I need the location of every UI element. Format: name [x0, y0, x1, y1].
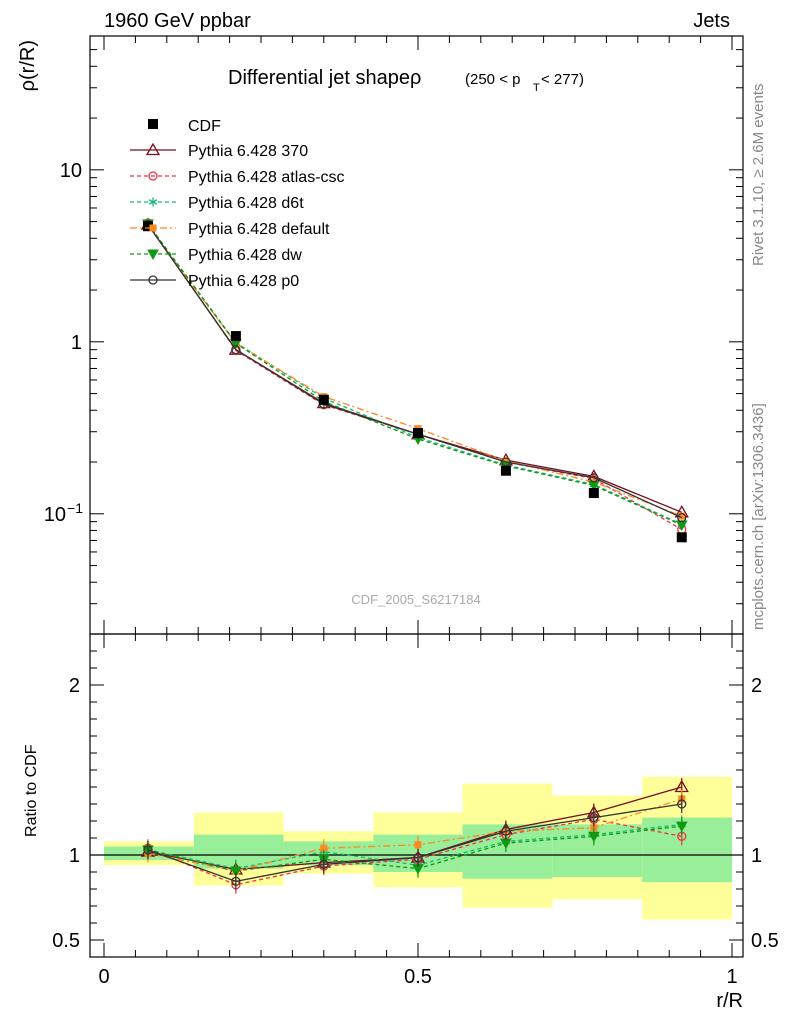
series-point-3: [678, 512, 686, 520]
legend-label-1: Pythia 6.428 atlas-csc: [188, 169, 345, 186]
y-tick-label: 10: [44, 504, 66, 526]
stat-band: [642, 817, 732, 883]
x-tick-label: 0.5: [404, 966, 432, 988]
plot-title-cut: (250 < p: [465, 71, 520, 88]
legend-label-4: Pythia 6.428 dw: [188, 247, 302, 264]
ratio-point-5: [319, 859, 329, 869]
data-point: [142, 221, 153, 232]
ratio-point-5: [677, 799, 687, 809]
energy-label: 1960 GeV ppbar: [104, 10, 251, 32]
legend-marker-cdf: [148, 119, 158, 129]
legend-label-5: Pythia 6.428 p0: [188, 273, 299, 290]
ratio-plot-frame: [89, 633, 744, 958]
data-point: [588, 488, 599, 499]
ratio-y-tick-label: 1: [69, 845, 80, 867]
ratio-point-4: [587, 831, 600, 843]
series-line-0: [147, 224, 683, 513]
data-point: [413, 427, 423, 438]
series-point-5: [231, 345, 241, 355]
stat-band: [283, 841, 374, 866]
legend-marker-4: [147, 249, 159, 261]
series-line-5: [147, 224, 683, 519]
plot-title-cut-end: < 277): [541, 71, 584, 88]
series-line-3: [147, 225, 682, 517]
y-axis-label: ρ(r/R): [17, 40, 39, 91]
x-axis-label: r/R: [716, 990, 743, 1012]
series-point-3: [502, 457, 510, 465]
y-tick-label-exponent: −1: [67, 500, 83, 516]
series-point-5: [501, 457, 511, 467]
data-point: [318, 394, 329, 405]
rivet-label: Rivet 3.1.10, ≥ 2.6M events: [750, 84, 767, 267]
legend-marker-2: [148, 197, 158, 207]
legend-label-2: Pythia 6.428 d6t: [188, 195, 304, 212]
data-point: [500, 465, 511, 476]
data-point: [676, 532, 687, 543]
analysis-id: CDF_2005_S6217184: [351, 592, 480, 607]
legend-marker-5: [148, 275, 158, 285]
legend-marker-1: [148, 171, 158, 181]
plot-title: Differential jet shapeρ: [228, 67, 421, 89]
legend-label-3: Pythia 6.428 default: [188, 221, 330, 238]
ratio-point-4: [675, 821, 688, 833]
ratio-point-5: [501, 826, 511, 836]
ratio-y-tick-label-right: 1: [751, 845, 762, 867]
ratio-y-tick-label-right: 2: [751, 675, 762, 697]
legend-label-0: Pythia 6.428 370: [188, 143, 308, 160]
series-point-5: [589, 473, 599, 483]
ratio-point-4: [230, 866, 242, 878]
ratio-point-3: [320, 844, 328, 852]
plot-title-cut-sub: T: [533, 82, 540, 94]
ratio-y-tick-label: 2: [69, 675, 80, 697]
x-tick-label: 1: [726, 966, 737, 988]
source-label: mcplots.cern.ch [arXiv:1306.3436]: [750, 403, 767, 630]
ratio-point-3: [414, 841, 422, 849]
series-point-5: [677, 512, 687, 523]
x-tick-label: 0: [98, 966, 109, 988]
ratio-point-5: [231, 876, 241, 886]
ratio-y-tick-label: 0.5: [52, 930, 80, 952]
ratio-point-5: [413, 852, 423, 863]
y-tick-label: 1: [71, 332, 82, 354]
ratio-y-axis-label: Ratio to CDF: [23, 744, 40, 837]
ratio-y-tick-label-right: 0.5: [751, 930, 779, 952]
process-label: Jets: [693, 10, 730, 32]
ratio-point-5: [143, 845, 153, 855]
series-line-1: [147, 222, 683, 531]
legend-label-cdf: CDF: [188, 118, 221, 135]
y-tick-label: 10: [60, 160, 82, 182]
data-point: [230, 331, 241, 342]
legend-marker-3: [149, 224, 157, 232]
legend-marker-0: [145, 142, 161, 156]
ratio-point-5: [589, 812, 599, 823]
